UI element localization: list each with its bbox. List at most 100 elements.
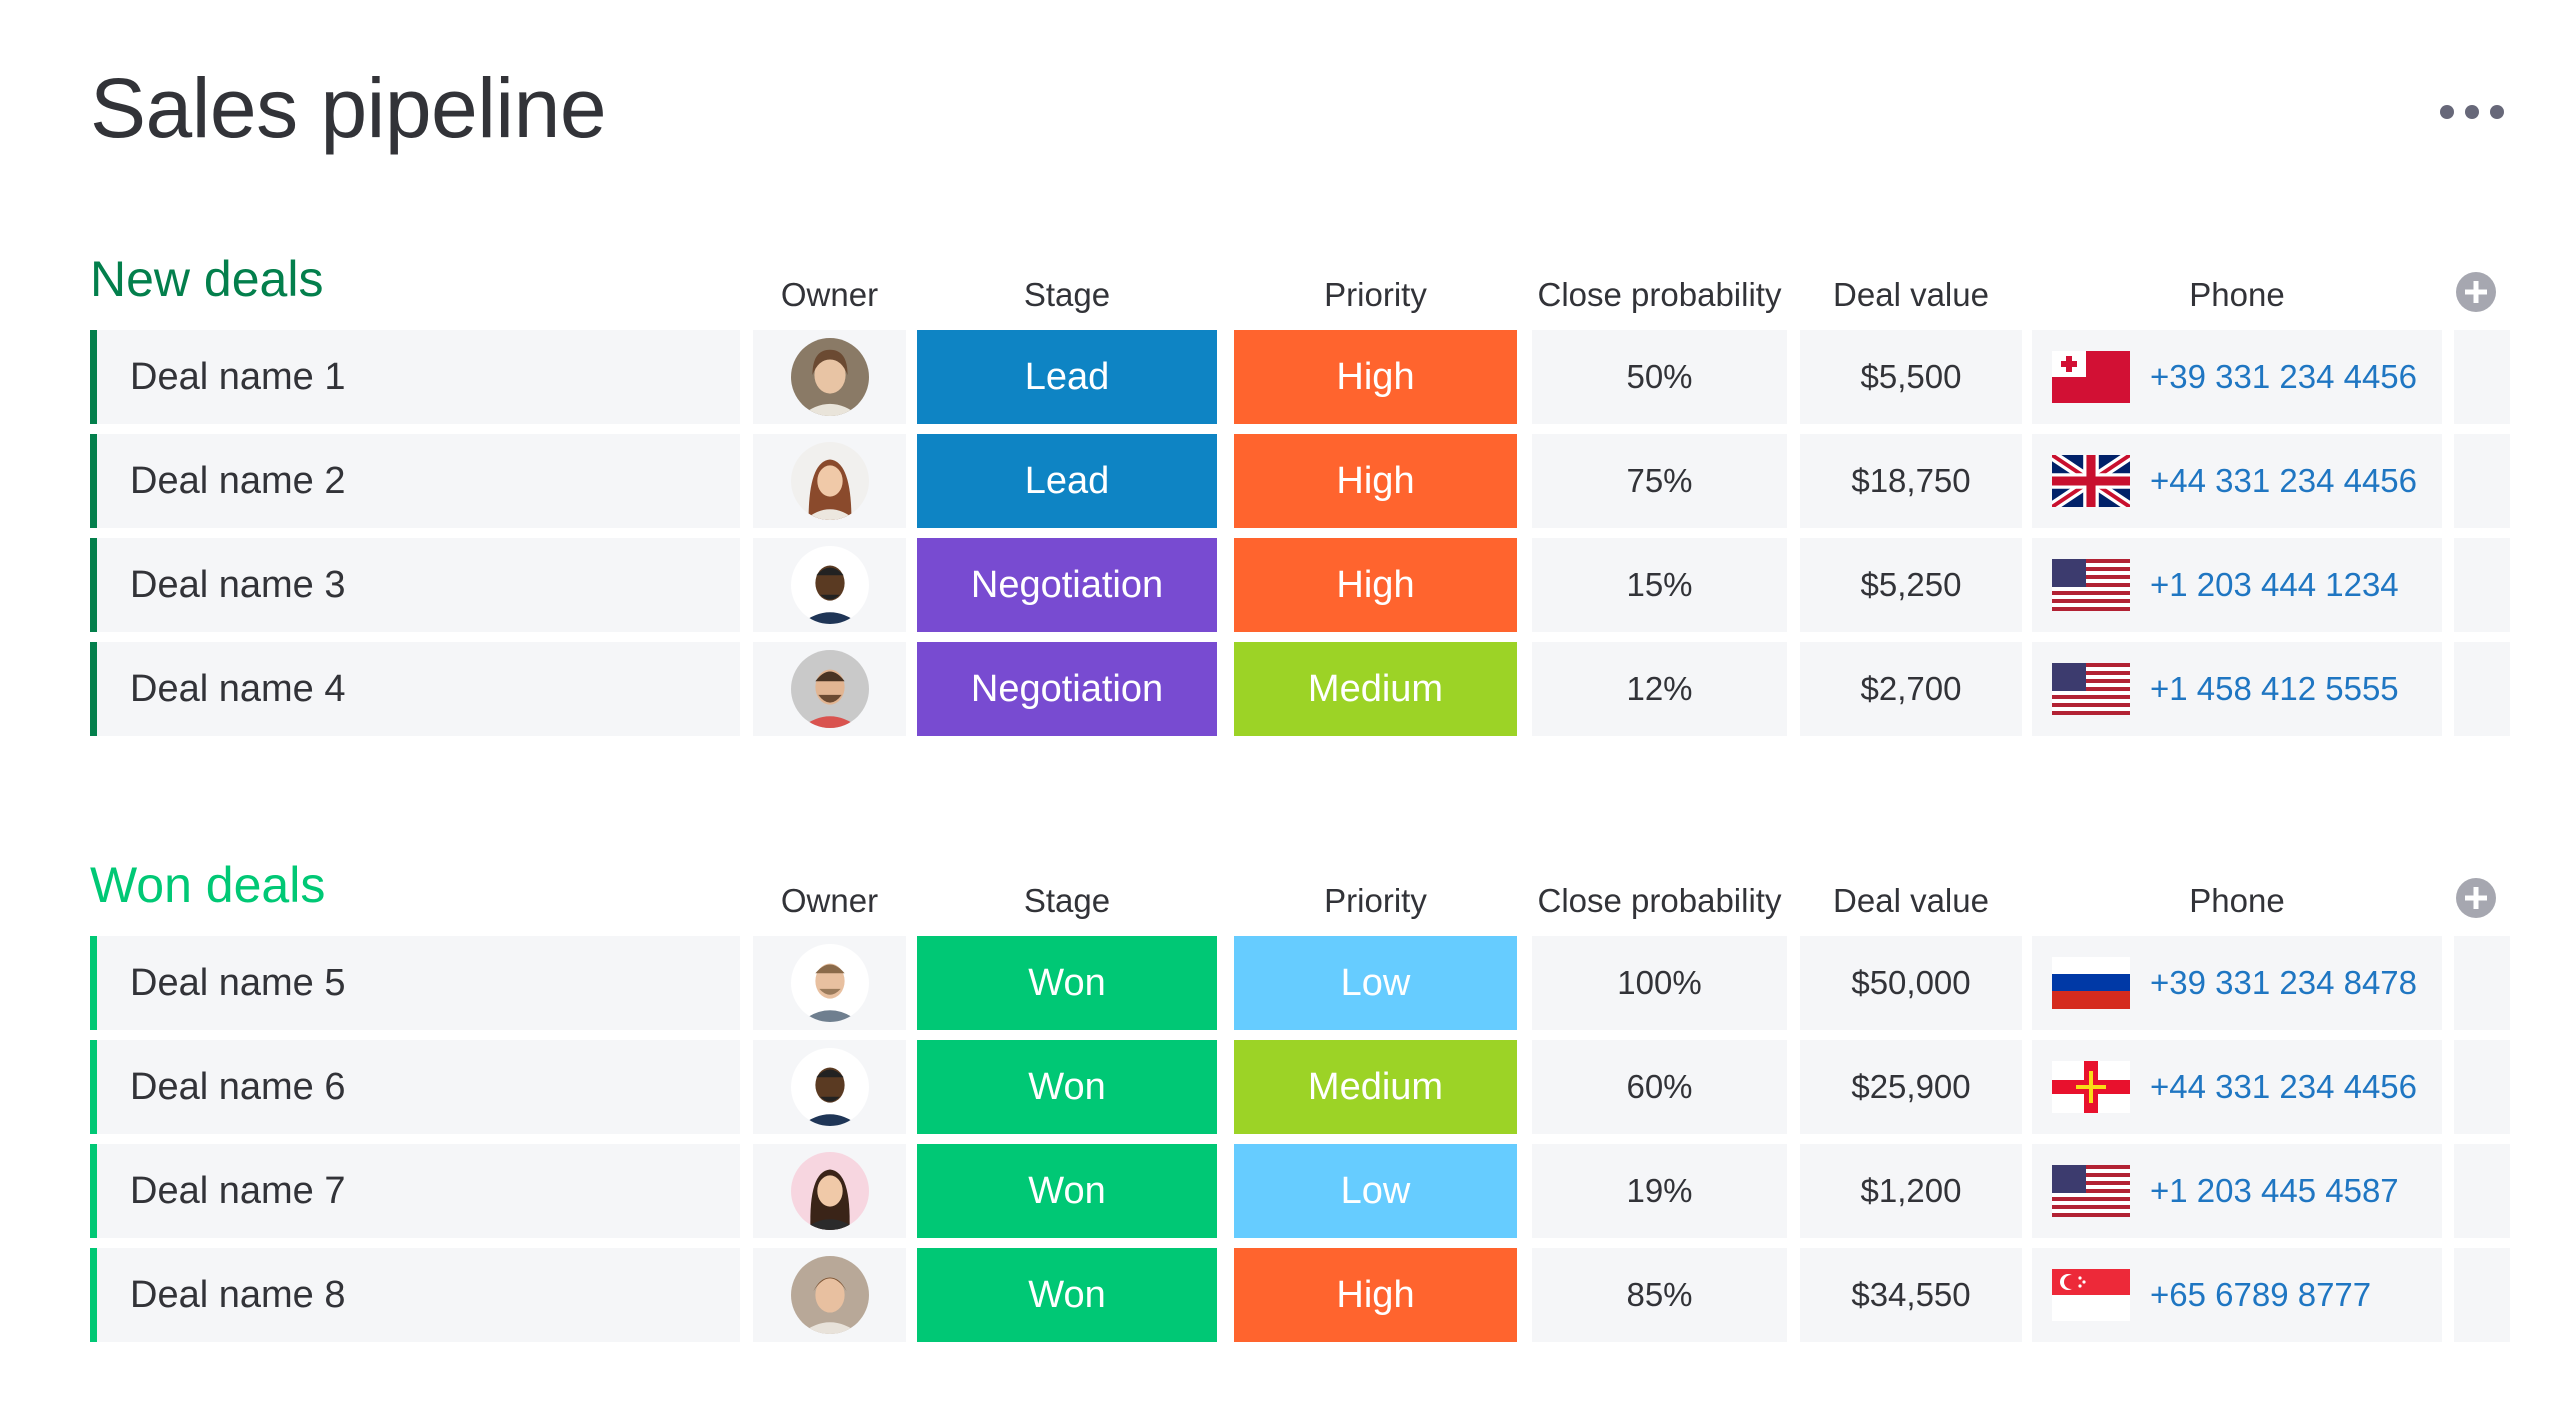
table-row[interactable]: Deal name 5 Won Low 100% $50,000 +39 331…	[90, 936, 2510, 1040]
table-row[interactable]: Deal name 2 Lead High 75% $18,750 +44 33…	[90, 434, 2510, 538]
phone-cell[interactable]: +1 203 445 4587	[2032, 1144, 2442, 1238]
priority-status[interactable]: High	[1234, 434, 1517, 528]
deal-name-cell[interactable]: Deal name 2	[90, 434, 740, 528]
owner-cell[interactable]	[753, 538, 906, 632]
stage-status[interactable]: Negotiation	[917, 538, 1217, 632]
priority-status[interactable]: Medium	[1234, 1040, 1517, 1134]
owner-cell[interactable]	[753, 642, 906, 736]
empty-cell[interactable]	[2454, 538, 2510, 632]
column-header-phone[interactable]: Phone	[2189, 882, 2285, 919]
column-header-stage[interactable]: Stage	[1023, 882, 1111, 919]
phone-cell[interactable]: +44 331 234 4456	[2032, 1040, 2442, 1134]
deal-name-cell[interactable]: Deal name 7	[90, 1144, 740, 1238]
column-header-owner[interactable]: Owner	[780, 882, 879, 919]
deal-value[interactable]: $5,500	[1800, 330, 2022, 424]
stage-status[interactable]: Won	[917, 1040, 1217, 1134]
deal-value[interactable]: $5,250	[1800, 538, 2022, 632]
column-header-deal-value[interactable]: Deal value	[1833, 276, 1989, 313]
group-title[interactable]: New deals	[90, 251, 324, 307]
close-probability[interactable]: 100%	[1532, 936, 1787, 1030]
deal-name-cell[interactable]: Deal name 1	[90, 330, 740, 424]
close-probability[interactable]: 60%	[1532, 1040, 1787, 1134]
stage-status[interactable]: Lead	[917, 330, 1217, 424]
empty-cell[interactable]	[2454, 1248, 2510, 1342]
owner-avatar	[790, 1256, 869, 1334]
priority-status[interactable]: High	[1234, 538, 1517, 632]
phone-cell[interactable]: +65 6789 8777	[2032, 1248, 2442, 1342]
deal-value[interactable]: $34,550	[1800, 1248, 2022, 1342]
close-probability[interactable]: 15%	[1532, 538, 1787, 632]
priority-status[interactable]: Low	[1234, 1144, 1517, 1238]
column-header-close-probability[interactable]: Close probability	[1537, 882, 1782, 919]
owner-cell[interactable]	[753, 1248, 906, 1342]
phone-number-link[interactable]: +1 458 412 5555	[2150, 670, 2399, 707]
deal-value[interactable]: $50,000	[1800, 936, 2022, 1030]
priority-status[interactable]: High	[1234, 330, 1517, 424]
phone-cell[interactable]: +39 331 234 8478	[2032, 936, 2442, 1030]
column-header-stage[interactable]: Stage	[1023, 276, 1111, 313]
table-row[interactable]: Deal name 7 Won Low 19% $1,200 +1 203 44…	[90, 1144, 2510, 1248]
column-header-priority[interactable]: Priority	[1324, 276, 1427, 313]
more-horizontal-icon[interactable]	[2440, 96, 2504, 128]
deal-name-cell[interactable]: Deal name 4	[90, 642, 740, 736]
group-new-deals: New deals Owner Stage Priority Close pro…	[90, 240, 2510, 746]
stage-status[interactable]: Won	[917, 1144, 1217, 1238]
add-column-icon[interactable]	[2456, 272, 2496, 312]
close-probability[interactable]: 85%	[1532, 1248, 1787, 1342]
phone-number-link[interactable]: +1 203 445 4587	[2150, 1172, 2399, 1209]
deal-value[interactable]: $2,700	[1800, 642, 2022, 736]
deal-name-cell[interactable]: Deal name 6	[90, 1040, 740, 1134]
priority-status[interactable]: High	[1234, 1248, 1517, 1342]
deal-value[interactable]: $1,200	[1800, 1144, 2022, 1238]
phone-cell[interactable]: +1 203 444 1234	[2032, 538, 2442, 632]
empty-cell[interactable]	[2454, 1144, 2510, 1238]
table-row[interactable]: Deal name 6 Won Medium 60% $25,900 +44 3…	[90, 1040, 2510, 1144]
table-row[interactable]: Deal name 1 Lead High 50% $5,500 +39 331…	[90, 330, 2510, 434]
table-row[interactable]: Deal name 4 Negotiation Medium 12% $2,70…	[90, 642, 2510, 746]
priority-status[interactable]: Medium	[1234, 642, 1517, 736]
deal-name-cell[interactable]: Deal name 8	[90, 1248, 740, 1342]
stage-status[interactable]: Negotiation	[917, 642, 1217, 736]
column-header-phone[interactable]: Phone	[2189, 276, 2285, 313]
column-header-priority[interactable]: Priority	[1324, 882, 1427, 919]
empty-cell[interactable]	[2454, 642, 2510, 736]
phone-number-link[interactable]: +39 331 234 8478	[2150, 964, 2418, 1001]
phone-cell[interactable]: +1 458 412 5555	[2032, 642, 2442, 736]
add-column-icon[interactable]	[2456, 878, 2496, 918]
owner-cell[interactable]	[753, 1040, 906, 1134]
deal-value[interactable]: $18,750	[1800, 434, 2022, 528]
owner-cell[interactable]	[753, 936, 906, 1030]
empty-cell[interactable]	[2454, 1040, 2510, 1134]
close-probability[interactable]: 75%	[1532, 434, 1787, 528]
empty-cell[interactable]	[2454, 330, 2510, 424]
owner-cell[interactable]	[753, 434, 906, 528]
owner-cell[interactable]	[753, 330, 906, 424]
close-probability[interactable]: 50%	[1532, 330, 1787, 424]
phone-number-link[interactable]: +39 331 234 4456	[2150, 358, 2418, 395]
close-probability[interactable]: 12%	[1532, 642, 1787, 736]
owner-cell[interactable]	[753, 1144, 906, 1238]
phone-cell[interactable]: +39 331 234 4456	[2032, 330, 2442, 424]
empty-cell[interactable]	[2454, 434, 2510, 528]
owner-avatar	[790, 1048, 869, 1126]
group-title[interactable]: Won deals	[90, 857, 326, 913]
priority-status[interactable]: Low	[1234, 936, 1517, 1030]
stage-status[interactable]: Lead	[917, 434, 1217, 528]
stage-status[interactable]: Won	[917, 1248, 1217, 1342]
phone-cell[interactable]: +44 331 234 4456	[2032, 434, 2442, 528]
table-row[interactable]: Deal name 8 Won High 85% $34,550 +65 678…	[90, 1248, 2510, 1352]
deal-name-cell[interactable]: Deal name 3	[90, 538, 740, 632]
stage-status[interactable]: Won	[917, 936, 1217, 1030]
column-header-close-probability[interactable]: Close probability	[1537, 276, 1782, 313]
close-probability[interactable]: 19%	[1532, 1144, 1787, 1238]
deal-name-cell[interactable]: Deal name 5	[90, 936, 740, 1030]
phone-number-link[interactable]: +44 331 234 4456	[2150, 462, 2418, 499]
column-header-owner[interactable]: Owner	[780, 276, 879, 313]
empty-cell[interactable]	[2454, 936, 2510, 1030]
phone-number-link[interactable]: +65 6789 8777	[2150, 1276, 2372, 1313]
phone-number-link[interactable]: +44 331 234 4456	[2150, 1068, 2418, 1105]
phone-number-link[interactable]: +1 203 444 1234	[2150, 566, 2399, 603]
deal-value[interactable]: $25,900	[1800, 1040, 2022, 1134]
column-header-deal-value[interactable]: Deal value	[1833, 882, 1989, 919]
table-row[interactable]: Deal name 3 Negotiation High 15% $5,250 …	[90, 538, 2510, 642]
